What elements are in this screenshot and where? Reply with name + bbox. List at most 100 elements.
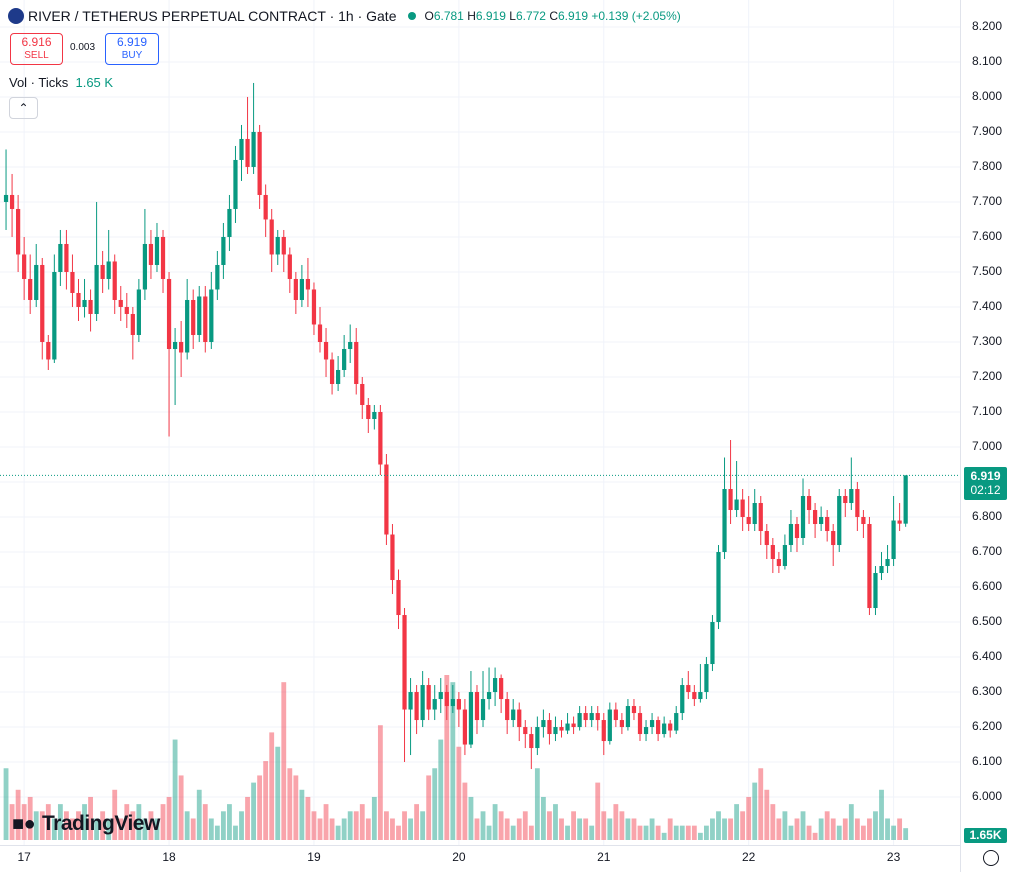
candle-body (221, 236, 226, 265)
volume-bar (589, 825, 595, 840)
candle-body (571, 723, 576, 728)
candle-body (499, 678, 504, 700)
volume-bar (359, 804, 365, 840)
volume-bar (691, 825, 697, 840)
volume-bar (39, 811, 45, 840)
volume-bar (516, 818, 522, 840)
candle-body (607, 709, 612, 742)
y-tick-label: 8.200 (972, 19, 1002, 33)
candle-body (384, 464, 389, 535)
collapse-button[interactable]: ⌃ (9, 97, 38, 119)
volume-bar (595, 782, 601, 840)
x-tick-label: 19 (307, 850, 321, 864)
volume-bar (885, 818, 890, 840)
candle-body (22, 254, 27, 279)
y-tick-label: 8.000 (972, 89, 1002, 103)
candle-body (764, 531, 769, 546)
candle-body (287, 254, 292, 279)
candle-body (577, 713, 582, 728)
volume-bar (655, 825, 661, 840)
volume-bar (794, 818, 800, 840)
candle-body (903, 475, 908, 524)
volume-bar (522, 811, 528, 840)
volume-bar (867, 818, 872, 840)
candle-body (203, 296, 208, 342)
candle-body (770, 545, 775, 560)
candle-body (734, 499, 739, 511)
candle-body (28, 278, 33, 300)
volume-bar (353, 811, 359, 840)
l-value: 6.772 (515, 9, 546, 23)
y-tick-label: 7.700 (972, 194, 1002, 208)
volume-bar (88, 796, 93, 840)
candle-body (106, 261, 111, 279)
volume-bar (764, 789, 770, 840)
candle-body (396, 580, 401, 616)
volume-bar (51, 818, 57, 840)
candle-body (867, 524, 872, 609)
volume-bar (100, 811, 106, 840)
x-tick-label: 20 (452, 850, 466, 864)
volume-bar (94, 818, 100, 840)
candle-body (631, 706, 637, 714)
candle-body (179, 341, 184, 353)
volume-bar (239, 811, 244, 840)
candle-body (456, 699, 461, 710)
candle-body (3, 194, 9, 202)
candle-body (215, 264, 220, 290)
volume-bar (480, 811, 486, 840)
volume-bar (812, 832, 818, 840)
volume-bar (806, 825, 812, 840)
volume-bar (903, 828, 909, 840)
sell-button[interactable]: 6.916 SELL (10, 33, 63, 65)
volume-bar (3, 768, 9, 840)
candle-body (414, 692, 419, 721)
volume-bar (722, 818, 727, 840)
y-tick-label: 7.100 (972, 404, 1002, 418)
candle-body (323, 341, 329, 360)
buy-button[interactable]: 6.919 BUY (105, 33, 159, 65)
volume-bar (64, 811, 69, 840)
volume-bar (758, 768, 764, 840)
volume-bar (577, 818, 583, 840)
volume-bar (474, 818, 480, 840)
change-pct: (+2.05%) (631, 9, 681, 23)
sell-price: 6.916 (21, 35, 52, 49)
y-tick-label: 7.300 (972, 334, 1002, 348)
buy-price: 6.919 (116, 35, 148, 49)
volume-bar (70, 818, 75, 840)
volume-bar (879, 789, 884, 840)
candle-body (710, 622, 715, 665)
volume-bar (492, 804, 498, 840)
candle-body (595, 713, 600, 721)
settings-button[interactable] (983, 850, 999, 866)
candle-body (800, 496, 806, 539)
volume-bar (842, 818, 848, 840)
candle-body (390, 534, 395, 581)
candle-body (160, 236, 166, 279)
volume-bar (293, 775, 299, 840)
volume-bar (728, 818, 733, 840)
candle-body (649, 720, 655, 728)
volume-value: 1.65 K (75, 75, 114, 90)
volume-bar (341, 818, 347, 840)
volume-bar (76, 811, 81, 840)
candle-body (233, 159, 238, 209)
candle-body (583, 713, 588, 721)
volume-bar (673, 825, 679, 840)
symbol-title[interactable]: RIVER / TETHERUS PERPETUAL CONTRACT · 1h… (28, 8, 397, 24)
y-tick-label: 7.600 (972, 229, 1002, 243)
volume-bar (130, 811, 136, 840)
candle-body (812, 510, 818, 525)
candle-body (76, 292, 81, 307)
volume-bar (704, 825, 709, 840)
symbol-icon (8, 8, 24, 24)
volume-bar (456, 746, 462, 840)
volume-bar (160, 804, 166, 840)
candle-body (861, 517, 866, 525)
sell-label: SELL (24, 50, 49, 61)
volume-bar (112, 789, 118, 840)
countdown: 02:12 (970, 483, 1001, 497)
volume-bar (462, 782, 468, 840)
